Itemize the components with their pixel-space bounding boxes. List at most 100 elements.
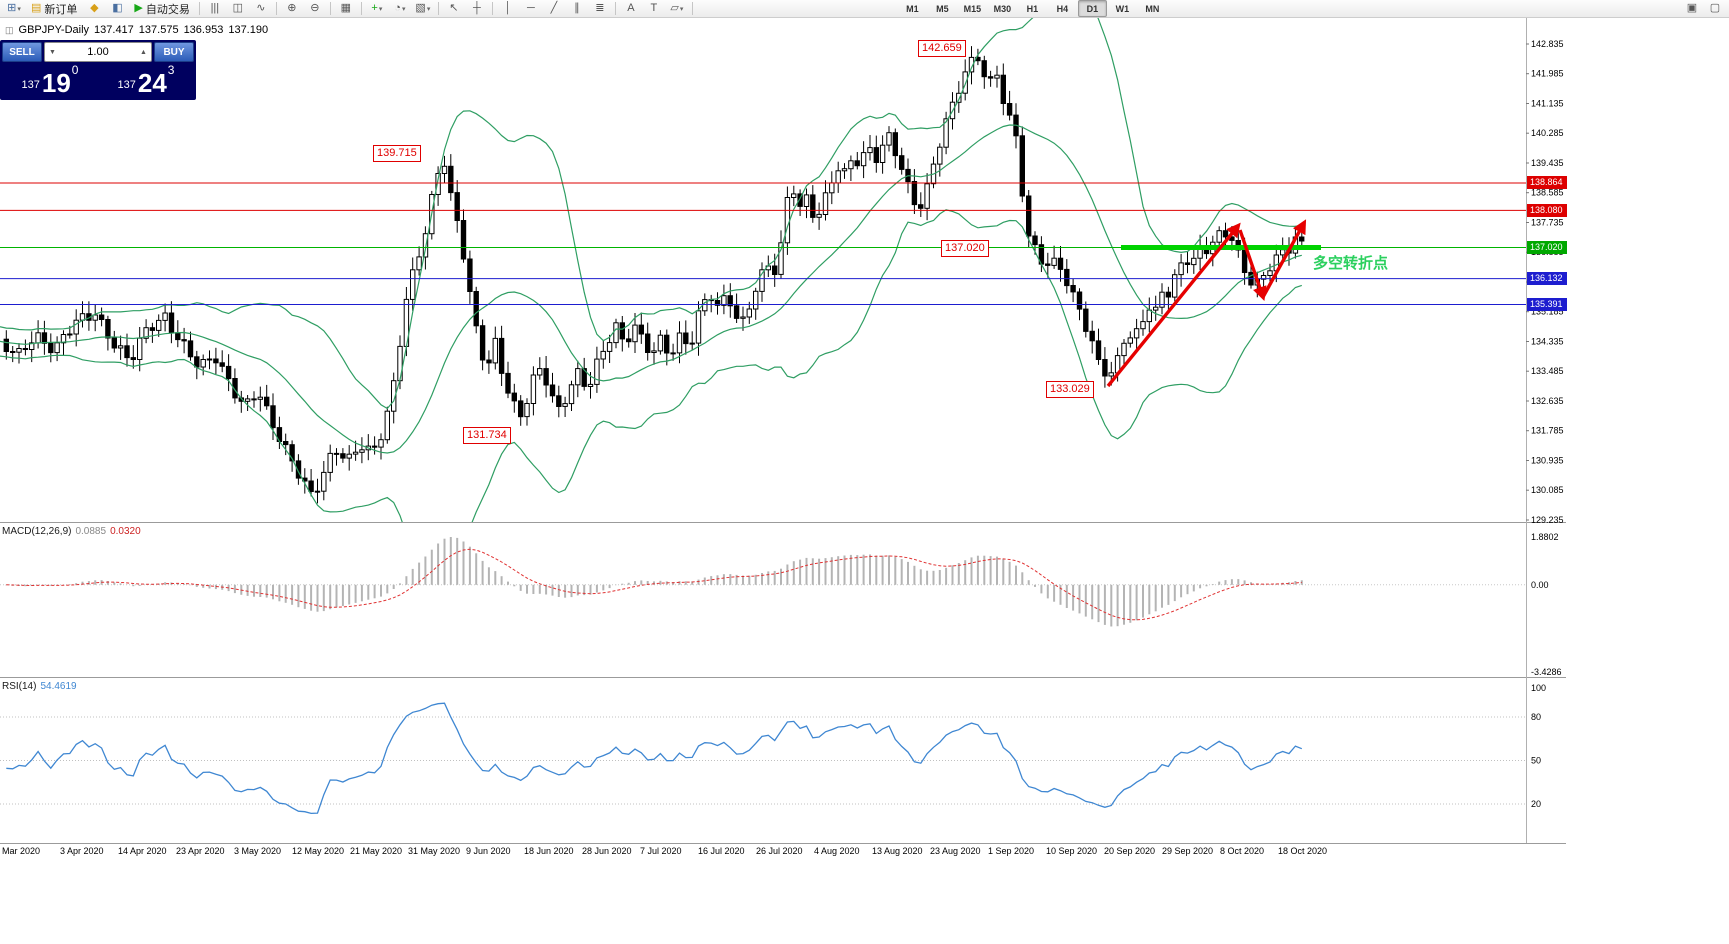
svg-text:0.00: 0.00 [1531, 580, 1549, 590]
candles-layer [3, 46, 1305, 504]
svg-text:18 Oct 2020: 18 Oct 2020 [1278, 846, 1327, 856]
svg-text:132.635: 132.635 [1531, 396, 1564, 406]
trendline-icon[interactable]: ╱ [543, 1, 565, 17]
auto-trading-button[interactable]: ▶ 自动交易 [129, 1, 194, 17]
timeframe-m1-button[interactable]: M1 [906, 3, 919, 14]
channel-icon: ∥ [574, 2, 580, 14]
price-tag-138.080: 138.080 [1527, 203, 1567, 217]
buy-price-prefix: 137 [117, 79, 136, 91]
chevron-down-icon[interactable]: ▾ [679, 5, 684, 13]
new-order-button[interactable]: ▤ 新订单 [26, 1, 82, 17]
zoom-in-icon: ⊕ [287, 2, 297, 14]
trend-arrow-3[interactable] [1261, 219, 1307, 298]
svg-text:10 Sep 2020: 10 Sep 2020 [1046, 846, 1097, 856]
templates-icon[interactable]: ▧ ▾ [412, 1, 434, 17]
svg-text:80: 80 [1531, 712, 1541, 722]
rsi-name: RSI(14) [2, 681, 37, 692]
volume-increase-icon[interactable]: ▲ [140, 48, 147, 56]
toolbar-separator [491, 2, 493, 15]
text-icon[interactable]: A [620, 1, 642, 17]
vertical-line-icon: │ [504, 2, 512, 14]
new-chart-icon: ⊞ [7, 2, 17, 14]
svg-text:140.285: 140.285 [1531, 128, 1564, 138]
rsi-line [6, 702, 1303, 815]
buy-button[interactable]: BUY [154, 42, 194, 62]
window-arrange-icon: ▣ [1686, 2, 1698, 14]
toolbar-separator [329, 2, 331, 15]
toolbar-separator [360, 2, 362, 15]
buy-price[interactable]: 137 24 3 [98, 62, 194, 96]
timeframe-mn-button[interactable]: MN [1145, 3, 1160, 14]
timeframe-m30-button[interactable]: M30 [993, 3, 1012, 14]
auto-trading-button-label: 自动交易 [145, 3, 190, 16]
price-annotation-133.029[interactable]: 133.029 [1046, 381, 1094, 398]
price-tag-137.020: 137.020 [1527, 241, 1567, 254]
periods-menu-icon[interactable]: ◔ ▾ [389, 1, 411, 17]
market-watch-icon[interactable]: ◆ [83, 1, 105, 17]
price-annotation-137.020[interactable]: 137.020 [941, 240, 989, 257]
timeframe-m5-button[interactable]: M5 [936, 3, 949, 14]
price-tag-135.391: 135.391 [1527, 298, 1567, 311]
toolbar-separator [275, 2, 277, 15]
candlestick-chart-icon[interactable]: ◫ [227, 1, 249, 17]
fibonacci-icon[interactable]: ≣ [589, 1, 611, 17]
trend-arrow-1[interactable] [1106, 222, 1241, 388]
indicators-icon[interactable]: + ▾ [366, 1, 388, 17]
svg-text:3 May 2020: 3 May 2020 [234, 846, 281, 856]
svg-text:Mar 2020: Mar 2020 [2, 846, 40, 856]
horizontal-line-icon[interactable]: ─ [520, 1, 542, 17]
shapes-icon[interactable]: ▱ ▾ [666, 1, 688, 17]
svg-text:130.085: 130.085 [1531, 485, 1564, 495]
indicators-icon: + [371, 2, 378, 14]
price-annotation-142.659[interactable]: 142.659 [918, 40, 966, 57]
svg-text:100: 100 [1531, 683, 1546, 693]
chevron-down-icon[interactable]: ▾ [401, 5, 406, 13]
svg-text:13 Aug 2020: 13 Aug 2020 [872, 846, 923, 856]
toolbar-gap [697, 8, 897, 9]
svg-text:130.935: 130.935 [1531, 456, 1564, 466]
label-icon[interactable]: T [643, 1, 665, 17]
price-annotation-139.715[interactable]: 139.715 [373, 145, 421, 162]
bar-chart-icon[interactable]: ||| [204, 1, 226, 17]
timeframe-w1-button[interactable]: W1 [1115, 3, 1130, 14]
svg-text:12 May 2020: 12 May 2020 [292, 846, 344, 856]
volume-decrease-icon[interactable]: ▼ [49, 48, 56, 56]
timeframe-d1-button[interactable]: D1 [1077, 0, 1107, 17]
cursor-icon[interactable]: ↖ [443, 1, 465, 17]
svg-text:138.585: 138.585 [1531, 188, 1564, 198]
sell-button[interactable]: SELL [2, 42, 42, 62]
chart-list-icon[interactable]: ▢ [1704, 1, 1726, 17]
vertical-line-icon[interactable]: │ [497, 1, 519, 17]
sell-price[interactable]: 137 19 0 [2, 62, 98, 96]
trend-note-text[interactable]: 多空转折点 [1313, 255, 1389, 272]
periods-menu-icon: ◔ [394, 2, 401, 14]
new-chart-icon[interactable]: ⊞ ▾ [3, 1, 25, 17]
chevron-down-icon[interactable]: ▾ [378, 5, 383, 13]
svg-text:23 Aug 2020: 23 Aug 2020 [930, 846, 981, 856]
trendline-icon: ╱ [550, 2, 558, 14]
svg-text:18 Jun 2020: 18 Jun 2020 [524, 846, 574, 856]
templates-icon: ▧ [415, 2, 426, 14]
svg-text:20: 20 [1531, 799, 1541, 809]
svg-text:137.735: 137.735 [1531, 218, 1564, 228]
zoom-in-icon[interactable]: ⊕ [281, 1, 303, 17]
chevron-down-icon[interactable]: ▾ [17, 5, 21, 13]
chart-canvas[interactable]: 142.835 141.985 141.135 140.285 139.435 138.5… [0, 18, 1729, 944]
trend-arrow-2[interactable] [1238, 229, 1267, 302]
ohlc-low: 136.953 [183, 24, 224, 36]
crosshair-icon[interactable]: ┼ [466, 1, 488, 17]
timeframe-m15-button[interactable]: M15 [963, 3, 982, 14]
navigator-icon[interactable]: ◧ [106, 1, 128, 17]
axes-labels: 142.835 141.985 141.135 140.285 139.435 138.5… [2, 39, 1564, 856]
volume-input[interactable] [60, 45, 136, 59]
channel-icon[interactable]: ∥ [566, 1, 588, 17]
timeframe-h4-button[interactable]: H4 [1056, 3, 1069, 14]
line-chart-icon[interactable]: ∿ [250, 1, 272, 17]
price-annotation-131.734[interactable]: 131.734 [463, 427, 511, 444]
timeframe-h1-button[interactable]: H1 [1026, 3, 1039, 14]
tile-windows-icon[interactable]: ▦ [335, 1, 357, 17]
chevron-down-icon[interactable]: ▾ [426, 5, 431, 13]
svg-text:50: 50 [1531, 756, 1541, 766]
window-arrange-icon[interactable]: ▣ [1681, 1, 1703, 17]
zoom-out-icon[interactable]: ⊖ [304, 1, 326, 17]
